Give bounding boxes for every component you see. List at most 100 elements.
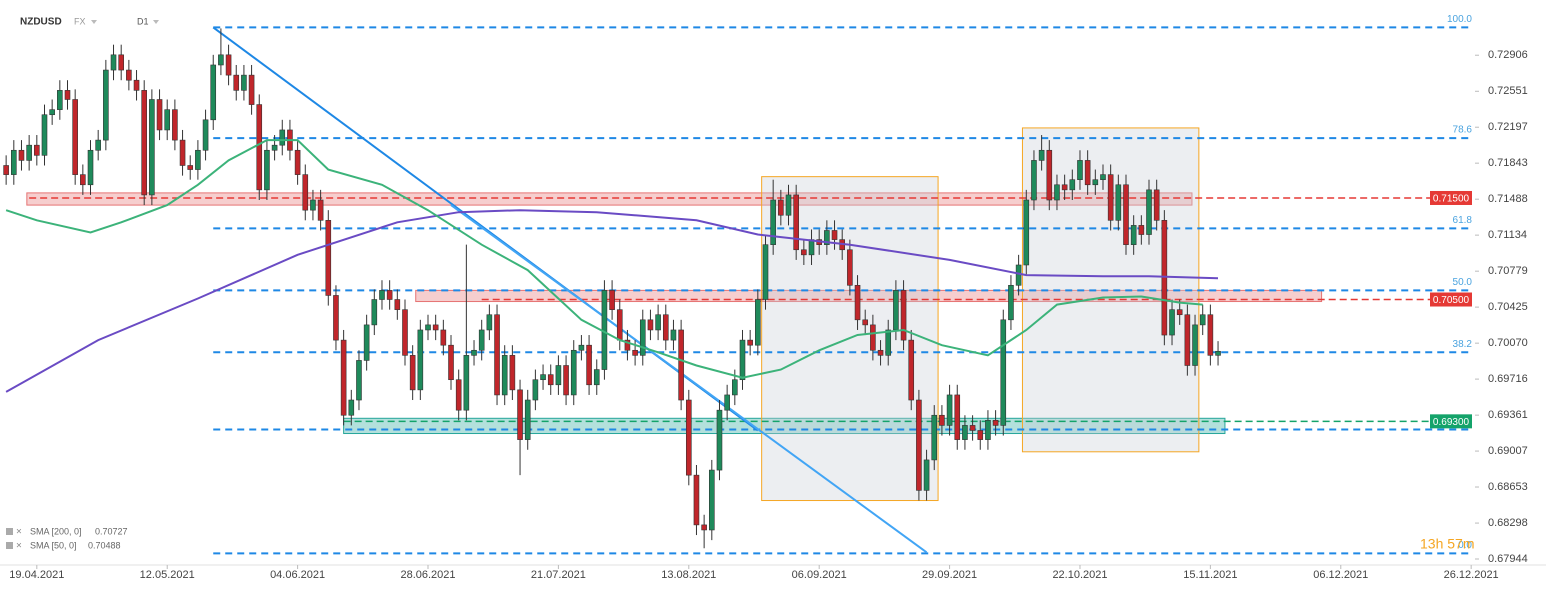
level-label: 0.71500 — [1433, 194, 1470, 205]
candle-body — [448, 344, 454, 381]
candle-body — [954, 394, 961, 440]
candle-body — [785, 194, 792, 216]
candle-body — [356, 360, 362, 401]
symbol[interactable]: NZDUSD — [20, 17, 62, 28]
candle-body — [432, 324, 439, 331]
candle-body — [992, 420, 999, 426]
y-tick-label: 0.70779 — [1488, 265, 1528, 277]
candle-body — [1153, 189, 1160, 221]
candle-body — [95, 139, 101, 151]
candle-body — [632, 349, 638, 356]
candle-body — [1146, 189, 1152, 235]
interval[interactable]: D1 — [137, 16, 149, 26]
price-zone — [26, 192, 1193, 206]
candle-body — [885, 329, 892, 356]
candle-body — [1023, 199, 1030, 266]
candle-body — [1184, 314, 1191, 366]
y-tick-label: 0.68653 — [1488, 481, 1528, 493]
candle-body — [969, 425, 976, 431]
candle-body — [494, 314, 500, 396]
candle-body — [317, 199, 324, 221]
candle-body — [555, 365, 562, 386]
candle-body — [1038, 149, 1045, 161]
fib-label: 100.0 — [1447, 14, 1472, 25]
candle-body — [11, 149, 17, 175]
candle-body — [57, 90, 63, 110]
candle-body — [563, 365, 569, 396]
candle-body — [256, 104, 263, 191]
candle-body — [540, 374, 546, 381]
y-tick-label: 0.71488 — [1488, 193, 1528, 205]
candle-body — [977, 430, 984, 440]
candle-body — [110, 54, 117, 71]
candle-body — [593, 369, 600, 386]
zones — [26, 127, 1323, 502]
candle-body — [916, 399, 922, 491]
dropdown-icon[interactable] — [153, 20, 159, 24]
candle-body — [233, 74, 240, 91]
y-tick-label: 0.71134 — [1488, 229, 1527, 241]
candle-body — [333, 295, 339, 341]
candle-body — [755, 299, 761, 346]
candle-body — [486, 314, 493, 331]
candle-body — [156, 99, 163, 131]
candle-body — [64, 90, 71, 100]
legend-close[interactable]: × — [16, 541, 22, 552]
candle-body — [118, 54, 124, 71]
candle-body — [386, 290, 393, 300]
candle-body — [1084, 160, 1091, 186]
y-tick-label: 0.69007 — [1488, 445, 1528, 457]
candle-body — [532, 379, 539, 401]
y-tick-label: 0.72906 — [1488, 49, 1528, 61]
candle-body — [302, 174, 309, 211]
candle-body — [440, 329, 447, 346]
candle-body — [1215, 350, 1221, 356]
candle-body — [900, 290, 907, 341]
candle-body — [670, 329, 677, 341]
candle-body — [1138, 225, 1145, 235]
level-label: 0.69300 — [1433, 417, 1470, 428]
candle-body — [87, 149, 94, 186]
legend-icon[interactable] — [6, 542, 13, 549]
candle-body — [202, 119, 209, 151]
candle-body — [340, 339, 347, 416]
candle-body — [570, 349, 577, 396]
candle-body — [709, 469, 715, 531]
candle-body — [195, 149, 201, 170]
candle-body — [1207, 314, 1214, 356]
candle-body — [877, 349, 884, 356]
candle-body — [179, 139, 186, 166]
sma-line — [5, 139, 1203, 379]
candle-body — [908, 339, 915, 401]
candle-body — [931, 414, 938, 461]
dropdown-icon[interactable] — [91, 20, 97, 24]
candle-body — [348, 399, 355, 416]
level-label: 0.70500 — [1433, 295, 1470, 306]
candle-body — [126, 69, 132, 81]
candle-body — [294, 149, 301, 175]
candle-body — [225, 54, 232, 76]
candle-body — [724, 394, 730, 411]
legend-close[interactable]: × — [16, 527, 22, 538]
candle-body — [517, 389, 523, 440]
x-tick-label: 28.06.2021 — [400, 569, 455, 581]
candle-body — [547, 374, 554, 386]
x-tick-label: 04.06.2021 — [270, 569, 325, 581]
candle-body — [1192, 324, 1198, 366]
candle-body — [371, 299, 378, 326]
legend-value: 0.70727 — [95, 526, 128, 536]
candle-body — [1077, 160, 1083, 181]
legend-icon[interactable] — [6, 528, 13, 535]
candle-body — [26, 144, 32, 161]
candle-body — [609, 290, 615, 310]
y-tick-label: 0.67944 — [1488, 553, 1528, 565]
candle-body — [501, 355, 508, 396]
candle-body — [248, 74, 255, 105]
legend-name: SMA [200, 0] — [30, 526, 82, 536]
candle-body — [624, 339, 631, 351]
x-tick-label: 19.04.2021 — [9, 569, 64, 581]
y-tick-label: 0.70425 — [1488, 301, 1528, 313]
candle-body — [394, 299, 401, 310]
